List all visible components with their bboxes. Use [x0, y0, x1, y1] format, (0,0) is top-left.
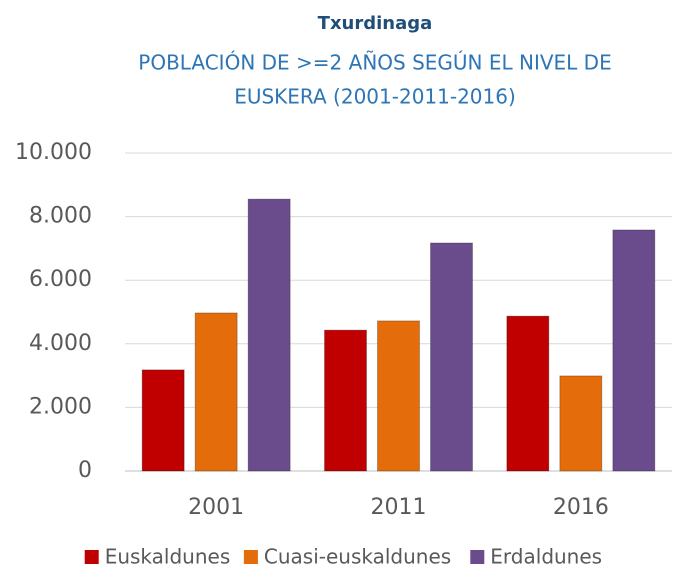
legend-label: Euskaldunes: [105, 545, 231, 569]
bar: [506, 315, 550, 472]
y-tick-label: 10.000: [15, 140, 92, 165]
y-tick-label: 4.000: [29, 331, 92, 356]
legend-label: Cuasi-euskaldunes: [264, 545, 451, 569]
bar: [247, 198, 291, 472]
x-tick-label: 2016: [553, 495, 609, 520]
chart-subtitle: EUSKERA (2001-2011-2016): [234, 85, 516, 109]
bar: [141, 369, 185, 472]
chart-subtitle: POBLACIÓN DE >=2 AÑOS SEGÚN EL NIVEL DE: [138, 51, 611, 75]
y-tick-label: 2.000: [29, 394, 92, 419]
bar: [324, 329, 367, 472]
chart-title: Txurdinaga: [318, 13, 433, 34]
y-tick-label: 8.000: [29, 204, 92, 229]
bar: [377, 320, 420, 472]
x-tick-label: 2001: [188, 495, 244, 520]
legend-label: Erdaldunes: [490, 545, 602, 569]
bar: [559, 375, 603, 472]
y-tick-label: 6.000: [29, 267, 92, 292]
bar: [430, 242, 473, 472]
x-tick-label: 2011: [371, 495, 427, 520]
legend-swatch: [84, 550, 99, 564]
legend-swatch: [470, 550, 485, 564]
bar: [194, 312, 238, 472]
bar: [612, 229, 656, 472]
legend-swatch: [243, 550, 258, 564]
y-tick-label: 0: [78, 458, 92, 483]
